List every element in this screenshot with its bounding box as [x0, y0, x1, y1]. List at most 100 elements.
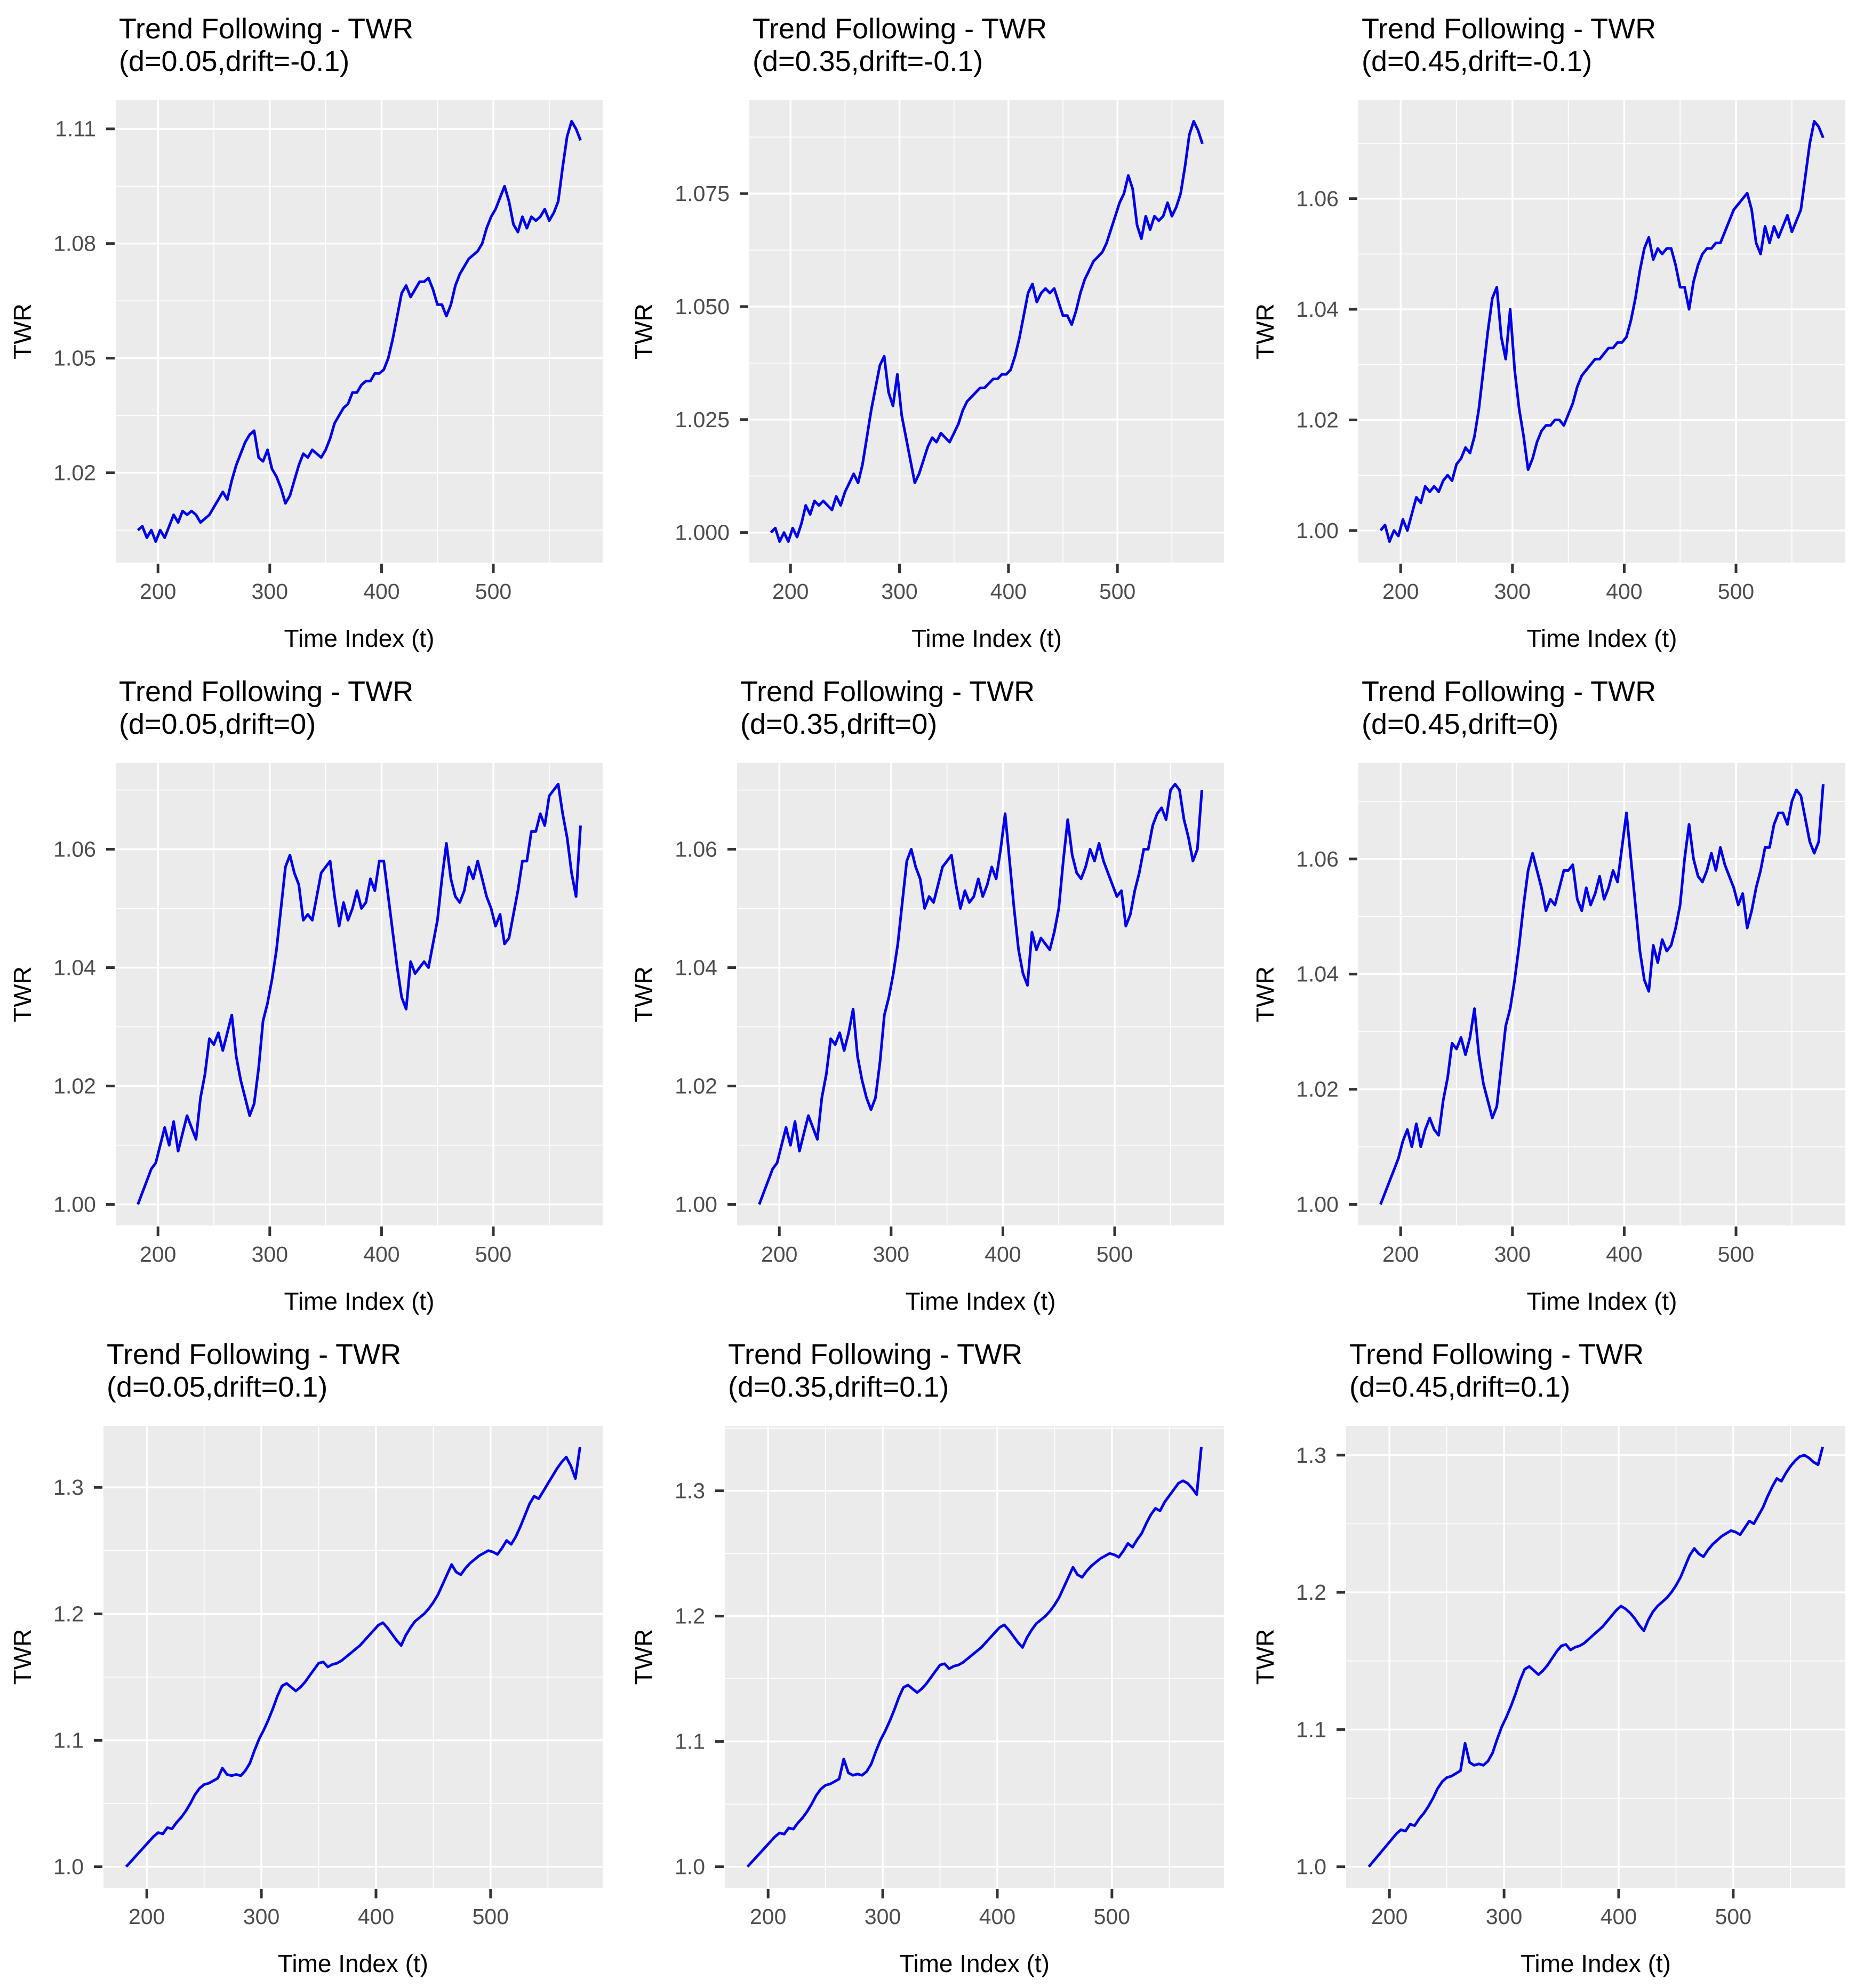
chart-subtitle: (d=0.35,drift=0) [740, 708, 937, 740]
x-tick-label: 200 [750, 1904, 786, 1929]
twr-line-series [1379, 784, 1825, 1205]
x-axis-title: Time Index (t) [1526, 624, 1677, 652]
x-tick-label: 300 [1486, 1904, 1522, 1929]
chart-subtitle: (d=0.05,drift=0.1) [107, 1371, 327, 1403]
chart-panel-4: 200 300 400 500 1.00 1.02 1.04 1.06 Time Index (… [0, 663, 621, 1326]
y-tick-label: 1.02 [1296, 407, 1339, 432]
y-tick-label: 1.000 [675, 520, 730, 545]
chart-svg-7: 200 300 400 500 1.0 1.1 1.2 1.3 Time Index (t) TW… [0, 1326, 621, 1988]
chart-title: Trend Following - TWR [740, 676, 1035, 708]
y-tick-label: 1.04 [675, 956, 717, 980]
y-axis-title: TWR [630, 966, 658, 1022]
twr-line-series [758, 782, 1203, 1205]
chart-svg-8: 200 300 400 500 1.0 1.1 1.2 1.3 Time Index (t) TW… [621, 1326, 1243, 1988]
y-tick-label: 1.050 [675, 294, 730, 319]
y-tick-label: 1.2 [1296, 1580, 1326, 1605]
x-tick-label: 300 [252, 1242, 288, 1266]
chart-svg-9: 200 300 400 500 1.0 1.1 1.2 1.3 Time Index (t) TW… [1243, 1326, 1864, 1988]
chart-subtitle: (d=0.45,drift=0) [1362, 708, 1558, 740]
y-tick-label: 1.1 [53, 1728, 84, 1753]
chart-title: Trend Following - TWR [119, 13, 413, 45]
x-tick-label: 400 [358, 1904, 394, 1929]
x-tick-label: 300 [1494, 1242, 1531, 1266]
plot-panel [116, 100, 603, 563]
y-tick-label: 1.3 [1296, 1443, 1326, 1468]
y-tick-label: 1.02 [53, 1074, 96, 1099]
chart-subtitle: (d=0.45,drift=0.1) [1349, 1371, 1570, 1403]
plot-panel [749, 100, 1224, 563]
y-tick-label: 1.00 [1296, 1192, 1339, 1217]
chart-subtitle: (d=0.05,drift=-0.1) [119, 45, 349, 77]
y-tick-label: 1.06 [53, 837, 96, 862]
x-tick-label: 200 [1371, 1904, 1407, 1929]
x-tick-label: 300 [865, 1904, 901, 1929]
y-tick-label: 1.0 [675, 1855, 705, 1879]
twr-line-series [1367, 1446, 1824, 1868]
y-tick-label: 1.3 [675, 1479, 705, 1503]
x-axis-title: Time Index (t) [284, 1287, 434, 1315]
x-tick-label: 200 [761, 1242, 797, 1266]
plot-panel [1358, 100, 1845, 563]
y-tick-label: 1.04 [1296, 297, 1339, 322]
x-tick-label: 400 [979, 1904, 1015, 1929]
x-tick-label: 500 [1094, 1904, 1130, 1929]
y-tick-label: 1.02 [1296, 1077, 1339, 1102]
chart-subtitle: (d=0.45,drift=-0.1) [1362, 45, 1592, 77]
x-tick-label: 300 [252, 579, 288, 604]
chart-title: Trend Following - TWR [107, 1338, 401, 1370]
x-tick-label: 400 [1606, 579, 1642, 604]
x-tick-label: 200 [129, 1904, 165, 1929]
chart-svg-6: 200 300 400 500 1.00 1.02 1.04 1.06 Time Index (… [1243, 663, 1864, 1326]
x-tick-label: 300 [873, 1242, 909, 1266]
y-axis-title: TWR [1251, 966, 1279, 1022]
y-axis-title: TWR [9, 303, 36, 359]
plot-panel [725, 1426, 1224, 1888]
x-tick-label: 300 [881, 579, 917, 604]
twr-line-series [746, 1447, 1203, 1868]
chart-subtitle: (d=0.05,drift=0) [119, 708, 316, 740]
y-axis-title: TWR [9, 966, 36, 1022]
x-axis-title: Time Index (t) [1521, 1950, 1671, 1977]
x-tick-label: 500 [473, 1904, 509, 1929]
y-tick-label: 1.02 [53, 461, 96, 485]
chart-panel-5: 200 300 400 500 1.00 1.02 1.04 1.06 Time Index (… [621, 663, 1243, 1326]
plot-panel [737, 763, 1224, 1225]
twr-line-series [137, 119, 582, 543]
chart-panel-2: 200 300 400 500 1.000 1.025 1.050 1.075 Time Ind… [621, 0, 1243, 663]
x-tick-label: 400 [363, 1242, 399, 1266]
y-tick-label: 1.00 [1296, 518, 1339, 543]
y-tick-label: 1.2 [53, 1601, 84, 1626]
x-tick-label: 200 [140, 1242, 176, 1266]
x-axis-title: Time Index (t) [899, 1950, 1050, 1977]
y-tick-label: 1.02 [675, 1074, 717, 1099]
chart-panel-1: 200 300 400 500 1.02 1.05 1.08 1.11 Time Index (… [0, 0, 621, 663]
x-tick-label: 400 [990, 579, 1027, 604]
y-tick-label: 1.06 [1296, 187, 1339, 211]
x-tick-label: 500 [1715, 1904, 1751, 1929]
chart-title: Trend Following - TWR [753, 13, 1047, 45]
chart-title: Trend Following - TWR [728, 1338, 1022, 1370]
chart-svg-4: 200 300 400 500 1.00 1.02 1.04 1.06 Time Index (… [0, 663, 621, 1326]
x-tick-label: 400 [985, 1242, 1021, 1266]
chart-subtitle: (d=0.35,drift=0.1) [728, 1371, 949, 1403]
twr-line-series [770, 119, 1204, 543]
y-tick-label: 1.2 [675, 1604, 705, 1629]
chart-svg-3: 200 300 400 500 1.00 1.02 1.04 1.06 Time Index (… [1243, 0, 1864, 663]
x-tick-label: 500 [1718, 579, 1754, 604]
x-tick-label: 500 [475, 1242, 511, 1266]
x-axis-title: Time Index (t) [278, 1950, 428, 1977]
x-tick-label: 200 [140, 579, 176, 604]
y-tick-label: 1.025 [675, 407, 730, 432]
chart-title: Trend Following - TWR [1362, 676, 1656, 708]
chart-svg-5: 200 300 400 500 1.00 1.02 1.04 1.06 Time Index (… [621, 663, 1243, 1326]
x-axis-title: Time Index (t) [911, 624, 1062, 652]
chart-title: Trend Following - TWR [1362, 13, 1656, 45]
y-tick-label: 1.075 [675, 181, 730, 206]
y-tick-label: 1.1 [675, 1729, 705, 1754]
y-tick-label: 1.0 [53, 1855, 84, 1879]
chart-subtitle: (d=0.35,drift=-0.1) [753, 45, 983, 77]
y-tick-label: 1.3 [53, 1475, 84, 1500]
chart-panel-7: 200 300 400 500 1.0 1.1 1.2 1.3 Time Index (t) TW… [0, 1326, 621, 1988]
chart-title: Trend Following - TWR [1349, 1338, 1644, 1370]
twr-line-series [125, 1447, 581, 1868]
